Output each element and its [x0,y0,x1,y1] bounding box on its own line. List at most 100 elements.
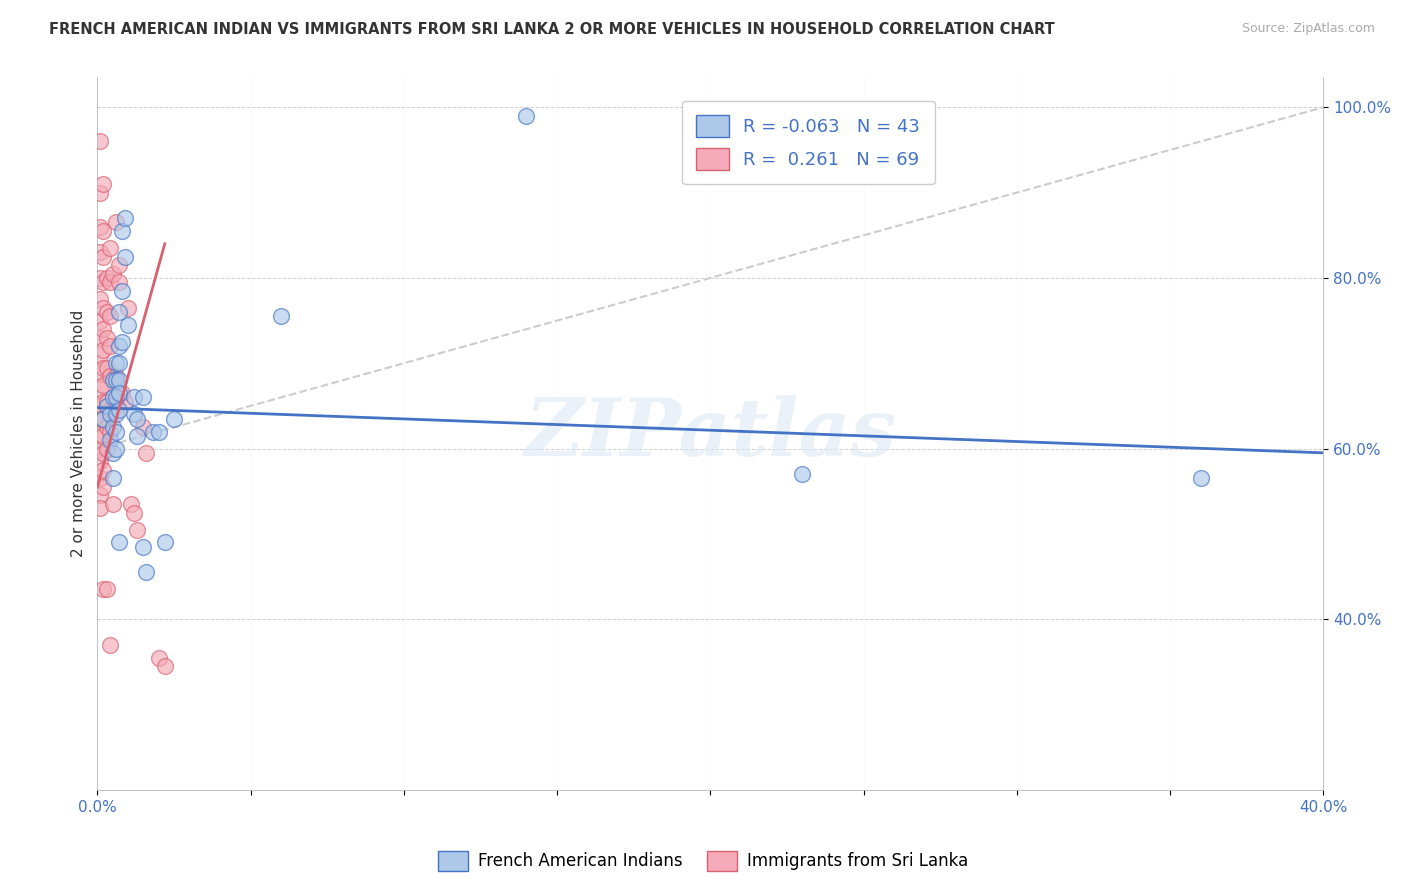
Point [132,420,155,434]
Point [93,480,115,494]
Point [122,506,145,520]
Point [122,390,145,404]
Point [96,399,118,413]
Point [89,245,111,260]
Point [93,394,115,409]
Point [89,292,111,306]
Point [132,540,155,554]
Point [89,186,111,200]
Point [104,442,127,456]
Point [515,109,537,123]
Point [96,582,118,597]
Point [148,650,170,665]
Point [93,250,115,264]
Point [122,408,145,422]
Point [270,310,292,324]
Point [93,463,115,477]
Point [135,446,157,460]
Point [117,318,139,332]
Point [96,305,118,319]
Point [89,454,111,468]
Point [93,275,115,289]
Text: ZIPatlas: ZIPatlas [524,395,897,473]
Point [96,442,118,456]
Point [107,535,129,549]
Point [792,467,814,482]
Text: Source: ZipAtlas.com: Source: ZipAtlas.com [1241,22,1375,36]
Point [98,275,121,289]
Point [153,659,176,673]
Point [96,360,118,375]
Point [153,535,176,549]
Point [96,271,118,285]
Point [107,403,129,417]
Point [93,429,115,443]
Point [111,224,134,238]
Point [89,348,111,362]
Legend: R = -0.063   N = 43, R =  0.261   N = 69: R = -0.063 N = 43, R = 0.261 N = 69 [682,101,935,185]
Point [89,313,111,327]
Point [101,446,124,460]
Point [107,275,129,289]
Point [98,408,121,422]
Point [98,433,121,447]
Point [107,258,129,272]
Point [135,566,157,580]
Point [96,420,118,434]
Text: FRENCH AMERICAN INDIAN VS IMMIGRANTS FROM SRI LANKA 2 OR MORE VEHICLES IN HOUSEH: FRENCH AMERICAN INDIAN VS IMMIGRANTS FRO… [49,22,1054,37]
Point [104,356,127,370]
Point [114,394,136,409]
Point [141,425,163,439]
Point [107,356,129,370]
Point [89,365,111,379]
Point [98,310,121,324]
Point [89,442,111,456]
Point [117,301,139,315]
Point [98,638,121,652]
Point [93,377,115,392]
Point [104,369,127,384]
Point [89,488,111,502]
Point [104,215,127,229]
Point [101,267,124,281]
Point [120,497,142,511]
Point [89,429,111,443]
Point [107,305,129,319]
Point [98,369,121,384]
Point [93,343,115,358]
Point [89,271,111,285]
Point [101,390,124,404]
Point [114,211,136,226]
Point [98,403,121,417]
Point [93,322,115,336]
Point [93,360,115,375]
Point [89,382,111,396]
Point [96,394,118,409]
Point [96,331,118,345]
Point [89,135,111,149]
Point [101,497,124,511]
Point [107,386,129,401]
Point [148,425,170,439]
Y-axis label: 2 or more Vehicles in Household: 2 or more Vehicles in Household [72,310,86,558]
Point [101,420,124,434]
Point [101,373,124,387]
Point [127,411,149,425]
Point [114,250,136,264]
Point [104,425,127,439]
Point [93,582,115,597]
Point [111,284,134,298]
Point [104,408,127,422]
Point [107,373,129,387]
Point [111,386,134,401]
Point [101,403,124,417]
Point [127,429,149,443]
Point [93,224,115,238]
Point [89,411,111,425]
Point [101,471,124,485]
Point [1189,471,1212,485]
Point [93,177,115,191]
Point [93,446,115,460]
Legend: French American Indians, Immigrants from Sri Lanka: French American Indians, Immigrants from… [429,842,977,880]
Point [89,501,111,516]
